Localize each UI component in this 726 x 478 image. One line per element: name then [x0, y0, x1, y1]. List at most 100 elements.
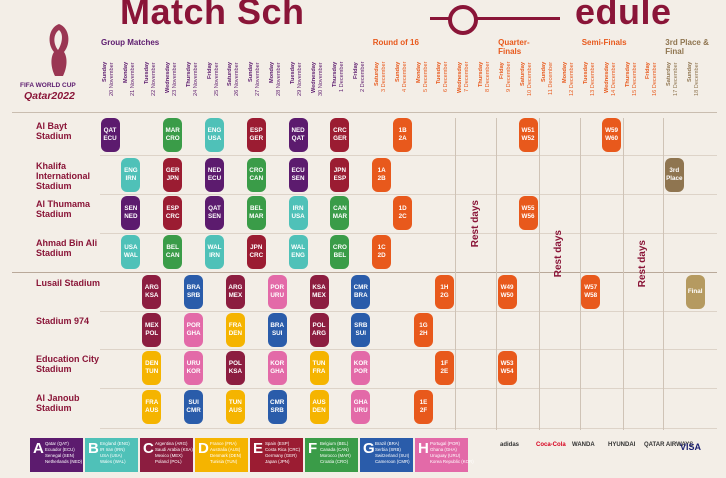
match-team: POR	[270, 284, 285, 291]
match-badge: Final	[685, 275, 705, 309]
match-team: DEN	[312, 407, 326, 414]
match-team: SUI	[271, 330, 283, 337]
day-header: Friday 16 December	[645, 62, 659, 108]
match-team: ECU	[103, 135, 117, 142]
match-team: W51	[521, 127, 535, 134]
match-team: W49	[500, 284, 514, 291]
group-team: Brazil (BRA)	[375, 441, 400, 446]
group-teams: Argentina (ARG) Saudi Arabia (KSA) Mexico …	[155, 441, 193, 465]
stadium-name: Ahmad Bin Ali Stadium	[36, 238, 98, 258]
match-team: GER	[165, 167, 180, 174]
day-date: 15 December	[631, 62, 638, 96]
match-team: POL	[228, 360, 242, 367]
group-team: Tunisia (TUN)	[210, 459, 238, 464]
match-team: 3rd	[669, 167, 680, 174]
match-team: ECU	[291, 167, 305, 174]
row-line	[100, 194, 717, 195]
match-badge: GHA URU	[351, 390, 371, 424]
match-team: MAR	[165, 127, 180, 134]
match-team: KSA	[228, 368, 243, 375]
match-team: Place	[666, 175, 683, 182]
match-badge: ESP CRC	[163, 196, 183, 230]
group-legend: B England (ENG) IR Iran (IRN) USA (USA) Wale…	[85, 438, 138, 472]
match-team: URU	[353, 407, 368, 414]
rest-divider	[663, 118, 665, 430]
group-team: Ghana (GHA)	[430, 447, 457, 452]
day-weekday: Sunday	[102, 62, 108, 83]
group-legend: H Portugal (POR) Ghana (GHA) Uruguay (URU) K…	[415, 438, 474, 472]
row-line	[100, 387, 717, 389]
match-badge: IRN USA	[288, 196, 308, 230]
day-date: 18 December	[694, 62, 701, 96]
match-badge: 1F 2E	[434, 351, 454, 385]
group-team: Netherlands (NED)	[45, 459, 83, 464]
day-weekday: Monday	[415, 62, 422, 84]
match-team: POL	[312, 322, 326, 329]
logo-line2: Qatar2022	[24, 90, 75, 102]
match-team: CMR	[186, 407, 201, 414]
group-teams: Spain (ESP) Costa Rica (CRC) Germany (GER)…	[265, 441, 300, 465]
match-team: SEN	[124, 205, 138, 212]
day-header: Thursday 15 December	[625, 62, 639, 108]
match-badge: 3rd Place	[664, 158, 684, 192]
day-weekday: Saturday	[520, 62, 526, 86]
match-team: SUI	[188, 399, 199, 406]
group-team: Uruguay (URU)	[430, 453, 461, 458]
match-team: 2A	[398, 135, 407, 142]
day-date: 16 December	[652, 62, 659, 96]
match-badge: CMR BRA	[351, 275, 371, 309]
rest-label: Rest days	[469, 200, 481, 248]
match-team: ESP	[166, 205, 179, 212]
day-weekday: Sunday	[540, 62, 547, 83]
header-rule	[12, 112, 717, 113]
match-team: NED	[207, 167, 222, 174]
rest-label: Rest days	[553, 230, 565, 278]
day-header: Tuesday 13 December	[583, 62, 597, 108]
day-date: 28 November	[276, 62, 283, 96]
match-badge: 1B 2A	[393, 118, 413, 152]
day-weekday: Friday	[206, 62, 213, 79]
match-badge: KSA MEX	[309, 275, 329, 309]
match-team: CRC	[333, 127, 347, 134]
group-team: Costa Rica (CRC)	[265, 447, 301, 452]
row-line	[100, 232, 717, 234]
match-badge: ARG KSA	[142, 275, 162, 309]
match-team: SRB	[354, 322, 368, 329]
day-date: 8 December	[485, 62, 492, 93]
match-team: USA	[207, 135, 222, 142]
match-badge: JPN CRC	[246, 235, 266, 269]
match-team: KOR	[270, 360, 285, 367]
rest-label: Rest days	[636, 240, 648, 288]
match-badge: USA WAL	[121, 235, 141, 269]
match-team: CMR	[270, 399, 285, 406]
day-header: Thursday 24 November	[186, 62, 200, 108]
match-team: GER	[249, 135, 264, 142]
match-team: 1E	[419, 399, 428, 406]
group-legend: A Qatar (QAT) Ecuador (ECU) Senegal (SEN) Ne…	[30, 438, 83, 472]
match-team: CRC	[249, 252, 264, 259]
group-teams: Qatar (QAT) Ecuador (ECU) Senegal (SEN) Net…	[45, 441, 82, 465]
day-date: 23 November	[171, 62, 178, 96]
match-badge: W59 W60	[602, 118, 622, 152]
stadium-name: Stadium 974	[36, 316, 90, 326]
day-date: 13 December	[589, 62, 596, 96]
group-letter: A	[33, 440, 44, 457]
day-header: Sunday 20 November	[102, 62, 116, 108]
match-team: W53	[500, 360, 514, 367]
group-team: Australia (AUS)	[210, 447, 241, 452]
group-team: Canada (CAN)	[320, 447, 349, 452]
group-team: USA (USA)	[100, 453, 122, 458]
stage-label: Semi-Finals	[581, 38, 627, 47]
match-team: W50	[500, 292, 514, 299]
group-letter: G	[363, 440, 375, 457]
group-team: Serbia (SRB)	[375, 447, 401, 452]
match-badge: 1H 2G	[434, 275, 454, 309]
day-header: Friday 2 December	[353, 62, 367, 108]
match-team: AUS	[228, 407, 243, 414]
day-date: 24 November	[192, 62, 199, 96]
group-team: Korea Republic (KOR)	[430, 459, 474, 464]
match-team: JPN	[250, 244, 263, 251]
group-team: Croatia (CRO)	[320, 459, 349, 464]
group-letter: E	[253, 440, 264, 457]
rest-divider	[455, 118, 457, 430]
